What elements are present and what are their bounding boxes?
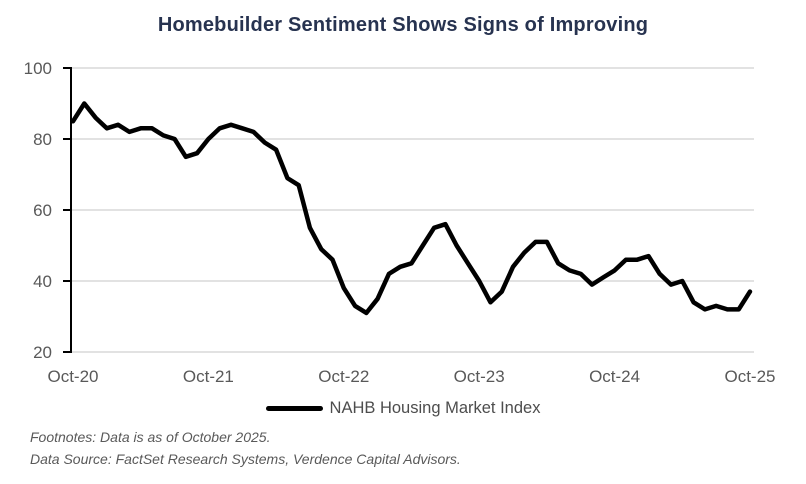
footnote-line-1: Footnotes: Data is as of October 2025. — [30, 429, 271, 445]
y-axis-label-60: 60 — [33, 201, 52, 220]
x-axis-label-Oct-23: Oct-23 — [454, 367, 505, 386]
legend-label: NAHB Housing Market Index — [329, 399, 541, 417]
chart-title: Homebuilder Sentiment Shows Signs of Imp… — [157, 14, 649, 36]
y-axis-label-80: 80 — [33, 130, 52, 149]
x-axis-label-Oct-25: Oct-25 — [724, 367, 775, 386]
x-axis-label-Oct-24: Oct-24 — [589, 367, 640, 386]
x-axis-label-Oct-22: Oct-22 — [318, 367, 369, 386]
legend: NAHB Housing Market Index — [0, 399, 806, 418]
x-axis-label-Oct-21: Oct-21 — [183, 367, 234, 386]
y-axis-label-40: 40 — [33, 272, 52, 291]
y-axis-label-100: 100 — [24, 59, 52, 78]
footnotes: Footnotes: Data is as of October 2025. D… — [30, 427, 461, 470]
nahb-hmi-line — [70, 101, 753, 316]
legend-line-swatch — [265, 406, 323, 411]
y-axis-label-20: 20 — [33, 343, 52, 362]
x-axis-label-Oct-20: Oct-20 — [47, 367, 98, 386]
footnote-line-2: Data Source: FactSet Research Systems, V… — [30, 450, 461, 467]
